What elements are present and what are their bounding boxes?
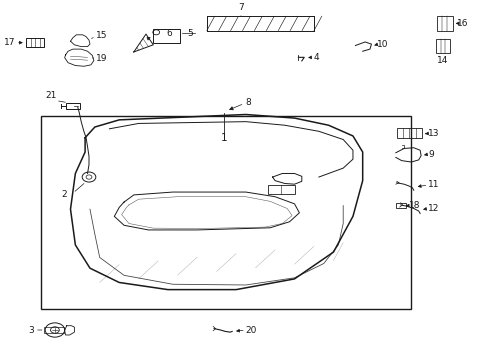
Text: 11: 11 [428, 180, 440, 189]
Text: 9: 9 [428, 150, 434, 159]
Text: 14: 14 [438, 56, 449, 65]
Text: 3: 3 [28, 325, 34, 334]
Text: 1: 1 [220, 133, 227, 143]
Text: 4: 4 [314, 53, 319, 62]
Bar [396, 203, 406, 208]
Bar [268, 185, 294, 194]
Bar [66, 103, 80, 109]
Text: 15: 15 [96, 31, 107, 40]
Text: 2: 2 [62, 190, 68, 199]
Text: 12: 12 [428, 204, 440, 213]
Text: 17: 17 [3, 38, 15, 47]
Text: 6: 6 [166, 28, 172, 37]
Text: 21: 21 [46, 91, 57, 100]
Text: 19: 19 [96, 54, 107, 63]
Text: 18: 18 [410, 201, 421, 210]
Text: 8: 8 [246, 98, 251, 107]
Text: 7: 7 [238, 3, 244, 12]
Text: 5: 5 [187, 28, 193, 37]
Bar [44, 327, 64, 333]
Text: 13: 13 [428, 129, 440, 138]
Bar [41, 116, 412, 309]
Bar [437, 16, 453, 31]
Text: 16: 16 [457, 19, 469, 28]
Text: 20: 20 [246, 325, 257, 334]
Bar [397, 129, 422, 139]
Bar [25, 39, 44, 47]
Bar [436, 39, 450, 53]
Text: 10: 10 [377, 40, 389, 49]
Bar [153, 30, 180, 43]
